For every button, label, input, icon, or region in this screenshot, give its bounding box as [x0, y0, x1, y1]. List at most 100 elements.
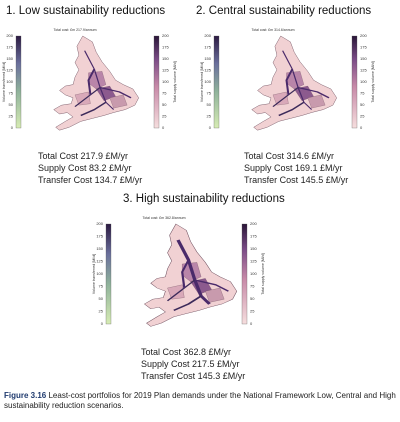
colorbar-tick: 100	[360, 79, 367, 84]
map-region	[167, 284, 185, 300]
colorbar-tick: 150	[250, 246, 257, 251]
right-colorbar	[351, 35, 358, 129]
colorbar-tick: 150	[162, 56, 169, 61]
colorbar-tick: 200	[250, 221, 257, 226]
colorbar-tick: 200	[96, 221, 103, 226]
colorbar-tick: 25	[207, 114, 212, 119]
transfer-line	[272, 87, 299, 108]
colorbar-tick: 50	[250, 296, 255, 301]
map-note: Total cost: £m 362.8/annum	[143, 216, 186, 220]
colorbar-label: Volume transferred [Ml/d]	[2, 62, 6, 102]
transfer-line	[84, 50, 115, 110]
colorbar-tick: 50	[207, 102, 212, 107]
colorbar-tick: 125	[96, 259, 103, 264]
colorbar-tick: 50	[99, 296, 104, 301]
right-colorbar	[241, 223, 248, 325]
colorbar-tick: 75	[99, 284, 104, 289]
colorbar-tick: 200	[360, 33, 367, 38]
cost-line: Supply Cost 169.1 £M/yr	[244, 163, 343, 173]
panel-title: 1. Low sustainability reductions	[6, 5, 165, 17]
colorbar-label: Total supply volume [Ml/d]	[261, 253, 265, 294]
colorbar-label: Total supply volume [Ml/d]	[173, 61, 177, 102]
colorbar-tick: 75	[250, 284, 255, 289]
colorbar-tick: 200	[6, 33, 13, 38]
transfer-line	[74, 87, 101, 108]
transfer-line	[173, 295, 202, 312]
colorbar-tick: 25	[360, 114, 365, 119]
map-note: Total cost: £m 217.9/annum	[54, 28, 97, 32]
transfer-line	[297, 86, 330, 99]
caption-text: Least-cost portfolios for 2019 Plan dema…	[4, 391, 396, 410]
colorbar-label: Volume transferred [Ml/d]	[200, 62, 204, 102]
colorbar-tick: 125	[6, 68, 13, 73]
caption: Figure 3.16 Least-cost portfolios for 20…	[4, 391, 396, 411]
colorbar-tick: 125	[204, 68, 211, 73]
colorbar-tick: 0	[162, 125, 165, 130]
colorbar-tick: 25	[162, 114, 167, 119]
colorbar-tick: 200	[204, 33, 211, 38]
map	[144, 223, 238, 327]
transfer-line	[194, 279, 229, 292]
colorbar-tick: 175	[204, 45, 211, 50]
colorbar-tick: 150	[96, 246, 103, 251]
colorbar-tick: 50	[162, 102, 167, 107]
transfer-line	[181, 259, 190, 289]
colorbar-tick: 50	[360, 102, 365, 107]
colorbar-tick: 100	[250, 271, 257, 276]
colorbar-tick: 100	[96, 271, 103, 276]
transfer-line	[285, 68, 294, 95]
map-note: Total cost: £m 314.6/annum	[252, 28, 295, 32]
transfer-line	[166, 279, 196, 302]
panel: 1. Low sustainability reductions 0 25 50 75 1…	[2, 5, 177, 185]
colorbar-tick: 75	[162, 91, 167, 96]
colorbar-tick: 25	[99, 309, 104, 314]
colorbar-tick: 175	[6, 45, 13, 50]
map-region	[272, 91, 289, 106]
colorbar-label: Total supply volume [Ml/d]	[371, 61, 375, 102]
colorbar-tick: 25	[9, 114, 14, 119]
colorbar-tick: 125	[360, 68, 367, 73]
cost-line: Supply Cost 83.2 £M/yr	[38, 163, 132, 173]
map-region	[109, 94, 128, 109]
panel-title: 2. Central sustainability reductions	[196, 5, 371, 17]
transfer-line	[80, 101, 107, 117]
left-colorbar	[213, 35, 220, 129]
colorbar-tick: 175	[250, 234, 257, 239]
colorbar-tick: 75	[9, 91, 14, 96]
colorbar-tick: 175	[360, 45, 367, 50]
colorbar-tick: 150	[204, 56, 211, 61]
cost-line: Total Cost 217.9 £M/yr	[38, 151, 128, 161]
transfer-line	[278, 101, 305, 117]
colorbar-tick: 0	[11, 125, 14, 130]
left-colorbar	[105, 223, 112, 325]
cost-line: Transfer Cost 145.3 £M/yr	[141, 371, 245, 381]
cost-line: Total Cost 314.6 £M/yr	[244, 151, 334, 161]
colorbar-tick: 0	[360, 125, 363, 130]
map	[53, 35, 140, 131]
colorbar-label: Volume transferred [Ml/d]	[92, 254, 96, 294]
map	[251, 35, 338, 131]
panel-title: 3. High sustainability reductions	[123, 193, 285, 205]
colorbar-tick: 0	[209, 125, 212, 130]
left-colorbar	[15, 35, 22, 129]
colorbar-tick: 75	[207, 91, 212, 96]
panel: 2. Central sustainability reductions 0 25 5…	[196, 5, 375, 185]
colorbar-tick: 150	[6, 56, 13, 61]
panel: 3. High sustainability reductions 0 25 50 75…	[92, 193, 285, 381]
colorbar-tick: 25	[250, 309, 255, 314]
colorbar-tick: 100	[6, 79, 13, 84]
transfer-line	[99, 86, 132, 99]
colorbar-tick: 75	[360, 91, 365, 96]
colorbar-tick: 125	[162, 68, 169, 73]
map-region	[205, 287, 225, 303]
colorbar-tick: 0	[101, 321, 104, 326]
colorbar-tick: 175	[162, 45, 169, 50]
colorbar-tick: 150	[360, 56, 367, 61]
cost-line: Transfer Cost 134.7 £M/yr	[38, 175, 142, 185]
colorbar-tick: 50	[9, 102, 14, 107]
cost-line: Supply Cost 217.5 £M/yr	[141, 359, 240, 369]
figure: 1. Low sustainability reductions 0 25 50 75 1…	[2, 5, 375, 381]
right-colorbar	[153, 35, 160, 129]
cost-line: Total Cost 362.8 £M/yr	[141, 347, 231, 357]
